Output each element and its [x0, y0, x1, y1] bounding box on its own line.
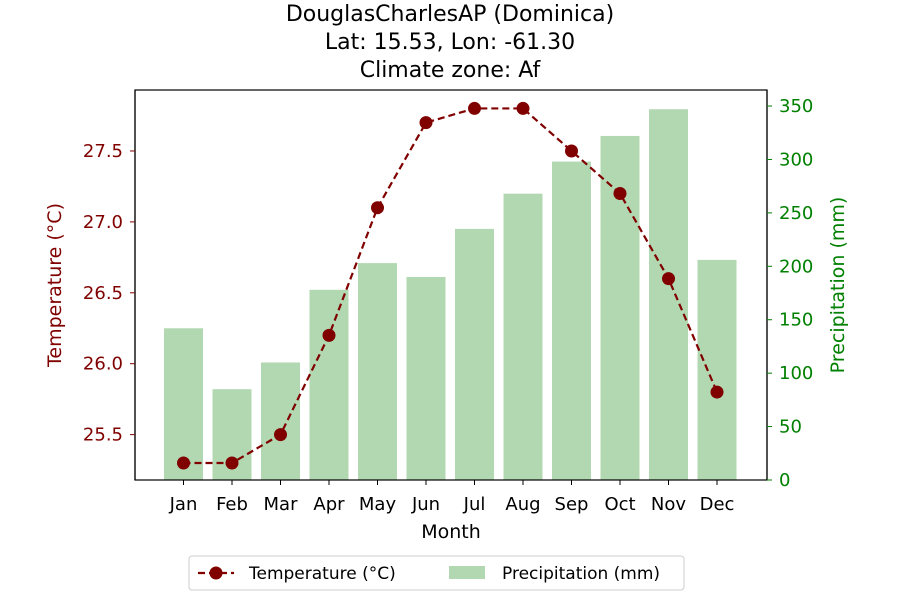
- x-tick-label: Oct: [604, 494, 635, 515]
- x-axis: Jan Feb Mar Apr May Jun Jul Aug Sep Oct Nov Dec: [169, 480, 735, 515]
- right-y-tick-label: 0: [779, 470, 790, 491]
- precipitation-bar-nov: [649, 109, 688, 480]
- legend-temperature-marker: [209, 566, 223, 580]
- precipitation-bar-sep: [552, 161, 591, 480]
- precipitation-bar-jan: [164, 328, 203, 480]
- right-y-tick-label: 100: [779, 363, 813, 384]
- temperature-line-path: [183, 107, 719, 465]
- temperature-point-dec: [710, 385, 724, 399]
- precipitation-bar-jun: [406, 276, 446, 480]
- x-tick-label: Jun: [411, 494, 440, 515]
- chart-title-line-1: DouglasCharlesAP (Dominica): [286, 2, 614, 27]
- temperature-point-mar: [274, 428, 287, 442]
- right-y-tick-label: 200: [779, 256, 813, 277]
- left-y-tick-label: 26.0: [83, 354, 123, 375]
- precipitation-bar-may: [358, 263, 397, 480]
- temperature-point-may: [371, 201, 384, 215]
- temperature-point-sep: [565, 144, 578, 158]
- legend: Temperature (°C) Precipitation (mm): [188, 555, 685, 591]
- right-y-tick-label: 300: [779, 149, 813, 170]
- right-y-tick-label: 250: [779, 203, 813, 224]
- temperature-point-aug: [516, 101, 530, 115]
- precipitation-bar-jul: [455, 228, 494, 480]
- x-tick-label: Aug: [505, 494, 540, 515]
- right-y-tick-label: 350: [779, 96, 813, 117]
- temperature-line: [177, 101, 724, 470]
- x-axis-label: Month: [421, 521, 481, 543]
- temperature-point-feb: [225, 456, 239, 470]
- left-y-tick-label: 27.5: [83, 141, 123, 162]
- right-y-tick-label: 150: [779, 310, 813, 331]
- right-y-axis: 0 50 100 150 200 250 300 350: [766, 90, 813, 491]
- temperature-point-oct: [613, 187, 627, 201]
- temperature-point-jun: [419, 116, 433, 130]
- left-y-tick-label: 27.0: [83, 212, 123, 233]
- precipitation-bar-dec: [697, 259, 737, 480]
- precipitation-bars: [164, 109, 737, 481]
- legend-precipitation-label: Precipitation (mm): [502, 564, 660, 584]
- x-tick-label: Dec: [700, 494, 735, 515]
- temperature-point-nov: [662, 272, 675, 286]
- precipitation-bar-apr: [309, 289, 349, 480]
- right-y-tick-label: 50: [779, 417, 802, 438]
- x-tick-label: Jul: [463, 494, 486, 515]
- x-tick-label: Mar: [264, 494, 299, 515]
- x-tick-label: May: [359, 494, 397, 515]
- precipitation-bar-aug: [503, 193, 543, 480]
- temperature-point-jul: [468, 101, 481, 115]
- left-y-axis: 25.5 26.0 26.5 27.0 27.5: [83, 90, 136, 480]
- chart-title: DouglasCharlesAP (Dominica) Lat: 15.53, …: [286, 2, 614, 83]
- legend-temperature-label: Temperature (°C): [248, 564, 396, 584]
- x-tick-label: Jan: [169, 494, 198, 515]
- legend-frame: [188, 555, 685, 591]
- x-tick-label: Nov: [651, 494, 686, 515]
- right-y-axis-label: Precipitation (mm): [827, 197, 849, 374]
- left-y-tick-label: 26.5: [83, 283, 123, 304]
- x-tick-label: Apr: [313, 494, 345, 515]
- x-tick-label: Feb: [216, 494, 248, 515]
- left-y-axis-label: Temperature (°C): [44, 203, 66, 368]
- precipitation-bar-mar: [261, 362, 300, 480]
- chart-title-line-3: Climate zone: Af: [360, 58, 542, 83]
- legend-precipitation-swatch: [449, 566, 485, 579]
- chart-title-line-2: Lat: 15.53, Lon: -61.30: [325, 30, 575, 55]
- x-tick-label: Sep: [555, 494, 589, 515]
- temperature-point-apr: [322, 328, 336, 342]
- left-y-tick-label: 25.5: [83, 425, 123, 446]
- temperature-point-jan: [177, 456, 190, 470]
